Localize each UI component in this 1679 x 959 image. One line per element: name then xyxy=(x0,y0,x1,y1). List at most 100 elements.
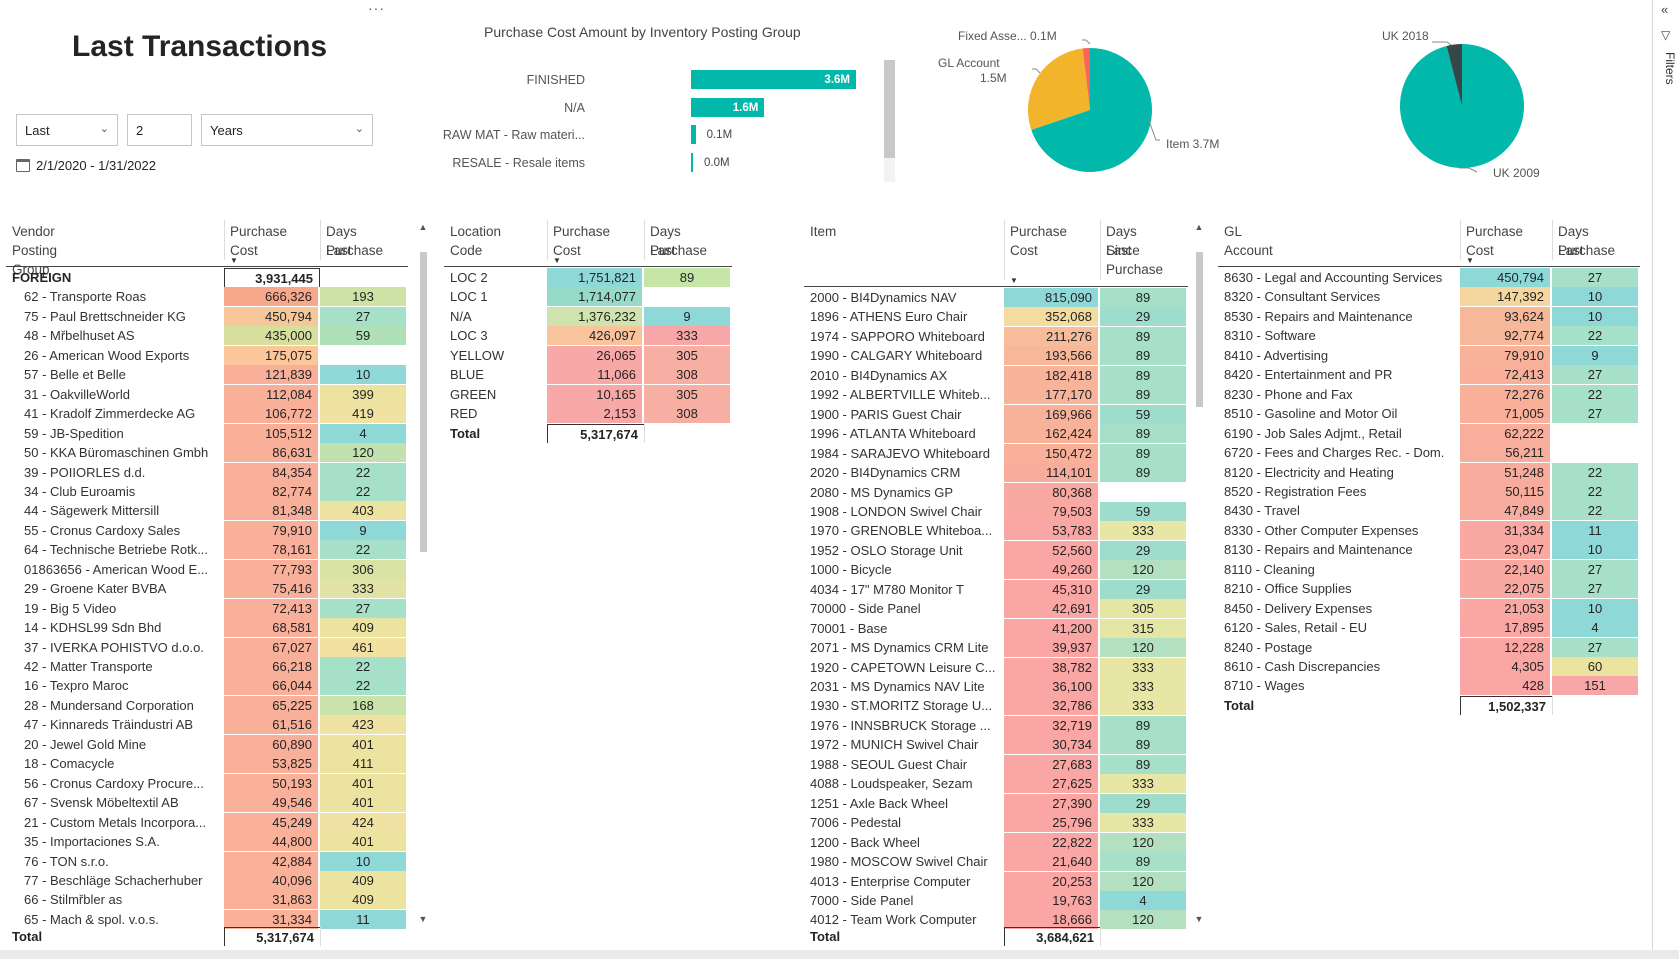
table-row[interactable]: 20 - Jewel Gold Mine 60,890 401 xyxy=(6,734,408,754)
table-row[interactable]: 8710 - Wages 428 151 xyxy=(1218,676,1640,696)
table-row[interactable]: LOC 1 1,714,077 xyxy=(444,287,732,307)
table-row[interactable]: 8610 - Cash Discrepancies 4,305 60 xyxy=(1218,657,1640,676)
pie-slice-uk-2018[interactable] xyxy=(1446,44,1462,106)
table-row[interactable]: YELLOW 26,065 305 xyxy=(444,345,732,365)
table-row[interactable]: 37 - IVERKA POHISTVO d.o.o. 67,027 461 xyxy=(6,637,408,657)
table-row[interactable]: 31 - OakvilleWorld 112,084 399 xyxy=(6,384,408,404)
table-row[interactable]: 57 - Belle et Belle 121,839 10 xyxy=(6,365,408,385)
table-row[interactable]: 2080 - MS Dynamics GP 80,368 xyxy=(804,482,1188,502)
table-row[interactable]: 1990 - CALGARY Whiteboard 193,566 89 xyxy=(804,346,1188,366)
table-row[interactable]: 8520 - Registration Fees 50,115 22 xyxy=(1218,481,1640,501)
table-row[interactable]: BLUE 11,066 308 xyxy=(444,365,732,385)
table-row[interactable]: 8120 - Electricity and Heating 51,248 22 xyxy=(1218,462,1640,482)
table-row[interactable]: 4012 - Team Work Computer 18,666 120 xyxy=(804,910,1188,930)
table-row[interactable]: 7000 - Side Panel 19,763 4 xyxy=(804,890,1188,910)
table-row[interactable]: 28 - Mundersand Corporation 65,225 168 xyxy=(6,695,408,715)
table-row[interactable]: 2071 - MS Dynamics CRM Lite 39,937 120 xyxy=(804,638,1188,658)
table-row[interactable]: 8310 - Software 92,774 22 xyxy=(1218,326,1640,346)
more-options-icon[interactable]: ··· xyxy=(368,0,385,16)
table-row[interactable]: 6120 - Sales, Retail - EU 17,895 4 xyxy=(1218,618,1640,638)
table-row[interactable]: 59 - JB-Spedition 105,512 4 xyxy=(6,423,408,443)
table-row[interactable]: 47 - Kinnareds Träindustri AB 61,516 423 xyxy=(6,715,408,735)
sort-descending-icon[interactable]: ▼ xyxy=(230,256,238,265)
table-row[interactable]: 2020 - BI4Dynamics CRM 114,101 89 xyxy=(804,463,1188,483)
table-row[interactable]: N/A 1,376,232 9 xyxy=(444,306,732,326)
table-row[interactable]: 8210 - Office Supplies 22,075 27 xyxy=(1218,579,1640,599)
pie-slice-fixed-asse-[interactable] xyxy=(1082,48,1090,110)
table-row[interactable]: 8420 - Entertainment and PR 72,413 27 xyxy=(1218,365,1640,385)
scroll-up-icon[interactable]: ▲ xyxy=(1194,222,1204,232)
sort-descending-icon[interactable]: ▼ xyxy=(1466,256,1474,265)
table-row[interactable]: 1908 - LONDON Swivel Chair 79,503 59 xyxy=(804,501,1188,521)
sort-descending-icon[interactable]: ▼ xyxy=(553,256,561,265)
table-row[interactable]: RED 2,153 308 xyxy=(444,404,732,424)
table-scrollbar[interactable]: ▲ ▼ xyxy=(1194,222,1204,926)
table-row[interactable]: GREEN 10,165 305 xyxy=(444,384,732,404)
table-row[interactable]: 8320 - Consultant Services 147,392 10 xyxy=(1218,287,1640,307)
table-row[interactable]: 1992 - ALBERTVILLE Whiteb... 177,170 89 xyxy=(804,385,1188,405)
table-row[interactable]: 1000 - Bicycle 49,260 120 xyxy=(804,560,1188,580)
table-row[interactable]: 1251 - Axle Back Wheel 27,390 29 xyxy=(804,793,1188,813)
table-row[interactable]: 48 - Mřbelhuset AS 435,000 59 xyxy=(6,326,408,346)
table-scrollbar[interactable]: ▲ ▼ xyxy=(418,222,428,926)
bar[interactable] xyxy=(691,97,765,117)
group-row[interactable]: FOREIGN 3,931,445 xyxy=(6,268,408,287)
table-row[interactable]: 64 - Technische Betriebe Rotk... 78,161 22 xyxy=(6,540,408,560)
table-row[interactable]: 50 - KKA Büromaschinen Gmbh 86,631 120 xyxy=(6,443,408,463)
table-row[interactable]: 39 - POIIORLES d.d. 84,354 22 xyxy=(6,462,408,482)
table-row[interactable]: 16 - Texpro Maroc 66,044 22 xyxy=(6,676,408,696)
table-row[interactable]: 2010 - BI4Dynamics AX 182,418 89 xyxy=(804,365,1188,385)
table-row[interactable]: 19 - Big 5 Video 72,413 27 xyxy=(6,598,408,618)
table-row[interactable]: 8430 - Travel 47,849 22 xyxy=(1218,501,1640,521)
table-row[interactable]: LOC 3 426,097 333 xyxy=(444,326,732,346)
table-row[interactable]: 1952 - OSLO Storage Unit 52,560 29 xyxy=(804,540,1188,560)
table-row[interactable]: 35 - Importaciones S.A. 44,800 401 xyxy=(6,832,408,852)
period-unit-dropdown[interactable]: Years ⌄ xyxy=(201,114,373,146)
table-row[interactable]: 8240 - Postage 12,228 27 xyxy=(1218,637,1640,657)
table-row[interactable]: 8130 - Repairs and Maintenance 23,047 10 xyxy=(1218,540,1640,560)
bar[interactable] xyxy=(691,125,696,144)
table-row[interactable]: 1900 - PARIS Guest Chair 169,966 59 xyxy=(804,404,1188,424)
table-row[interactable]: 1200 - Back Wheel 22,822 120 xyxy=(804,832,1188,852)
table-row[interactable]: LOC 2 1,751,821 89 xyxy=(444,268,732,287)
bottom-scrollbar[interactable] xyxy=(0,950,1679,959)
scroll-down-icon[interactable]: ▼ xyxy=(418,914,428,924)
table-row[interactable]: 8450 - Delivery Expenses 21,053 10 xyxy=(1218,598,1640,618)
table-row[interactable]: 14 - KDHSL99 Sdn Bhd 68,581 409 xyxy=(6,618,408,638)
table-row[interactable]: 55 - Cronus Cardoxy Sales 79,910 9 xyxy=(6,520,408,540)
table-row[interactable]: 34 - Club Euroamis 82,774 22 xyxy=(6,481,408,501)
table-row[interactable]: 1984 - SARAJEVO Whiteboard 150,472 89 xyxy=(804,443,1188,463)
table-row[interactable]: 8330 - Other Computer Expenses 31,334 11 xyxy=(1218,520,1640,540)
table-row[interactable]: 26 - American Wood Exports 175,075 xyxy=(6,345,408,365)
scroll-up-icon[interactable]: ▲ xyxy=(418,222,428,232)
pie-slice-gl-account[interactable] xyxy=(1028,48,1090,130)
table-row[interactable]: 41 - Kradolf Zimmerdecke AG 106,772 419 xyxy=(6,404,408,424)
table-row[interactable]: 2000 - BI4Dynamics NAV 815,090 89 xyxy=(804,288,1188,307)
table-row[interactable]: 76 - TON s.r.o. 42,884 10 xyxy=(6,851,408,871)
scrollbar-thumb[interactable] xyxy=(420,252,427,552)
table-row[interactable]: 01863656 - American Wood E... 77,793 306 xyxy=(6,559,408,579)
table-row[interactable]: 4034 - 17" M780 Monitor T 45,310 29 xyxy=(804,579,1188,599)
table-row[interactable]: 1980 - MOSCOW Swivel Chair 21,640 89 xyxy=(804,852,1188,872)
table-row[interactable]: 1920 - CAPETOWN Leisure C... 38,782 333 xyxy=(804,657,1188,677)
table-row[interactable]: 6720 - Fees and Charges Rec. - Dom. 56,21… xyxy=(1218,443,1640,463)
table-row[interactable]: 29 - Groene Kater BVBA 75,416 333 xyxy=(6,579,408,599)
table-row[interactable]: 4013 - Enterprise Computer 20,253 120 xyxy=(804,871,1188,891)
period-count-input[interactable]: 2 xyxy=(127,114,192,146)
table-row[interactable]: 8110 - Cleaning 22,140 27 xyxy=(1218,559,1640,579)
table-row[interactable]: 70001 - Base 41,200 315 xyxy=(804,618,1188,638)
table-row[interactable]: 1930 - ST.MORITZ Storage U... 32,786 333 xyxy=(804,696,1188,716)
pie-slice-item[interactable] xyxy=(1031,48,1152,172)
table-row[interactable]: 44 - Sägewerk Mittersill 81,348 403 xyxy=(6,501,408,521)
relative-period-dropdown[interactable]: Last ⌄ xyxy=(16,114,118,146)
table-row[interactable]: 2031 - MS Dynamics NAV Lite 36,100 333 xyxy=(804,677,1188,696)
table-row[interactable]: 1970 - GRENOBLE Whiteboa... 53,783 333 xyxy=(804,521,1188,541)
table-row[interactable]: 42 - Matter Transporte 66,218 22 xyxy=(6,657,408,676)
scrollbar-thumb[interactable] xyxy=(1196,252,1203,407)
table-row[interactable]: 1972 - MUNICH Swivel Chair 30,734 89 xyxy=(804,735,1188,755)
table-row[interactable]: 56 - Cronus Cardoxy Procure... 50,193 401 xyxy=(6,773,408,793)
table-row[interactable]: 18 - Comacycle 53,825 411 xyxy=(6,754,408,774)
table-row[interactable]: 65 - Mach & spol. v.o.s. 31,334 11 xyxy=(6,909,408,929)
table-row[interactable]: 8230 - Phone and Fax 72,276 22 xyxy=(1218,384,1640,404)
scroll-down-icon[interactable]: ▼ xyxy=(1194,914,1204,924)
